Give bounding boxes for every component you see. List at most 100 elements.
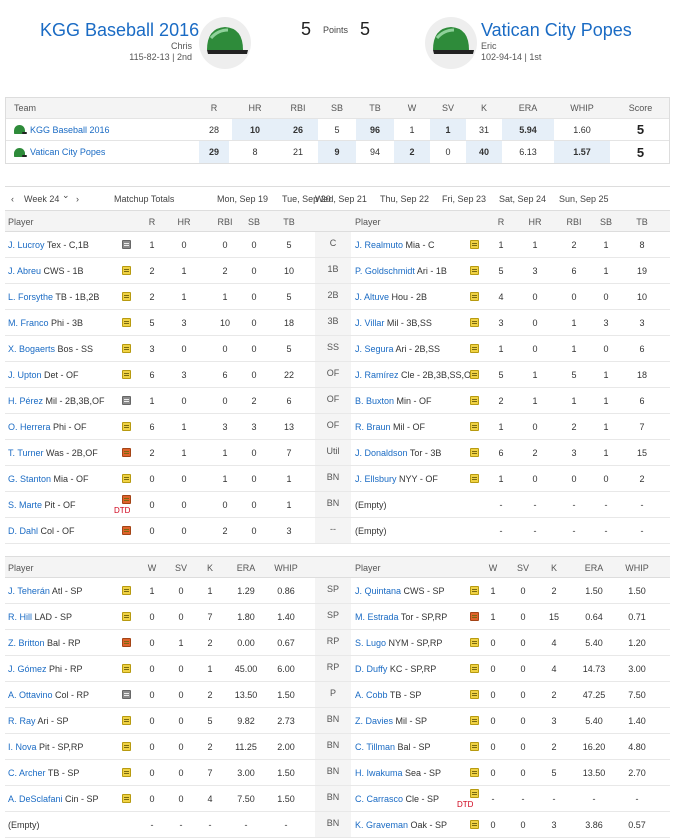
tab-day-fri[interactable]: Fri, Sep 23 [442, 194, 487, 204]
player-name[interactable]: C. Carrasco [355, 794, 404, 804]
tab-day-tue[interactable]: Tue, Sep 20 [282, 194, 331, 204]
player-name[interactable]: X. Bogaerts [8, 344, 56, 354]
player-note-icon[interactable] [122, 768, 131, 777]
player-note-icon[interactable] [122, 344, 131, 353]
player-name[interactable]: M. Estrada [355, 612, 399, 622]
player-name[interactable]: J. Upton [8, 370, 42, 380]
player-note-icon[interactable] [470, 586, 479, 595]
player-name[interactable]: S. Lugo [355, 638, 387, 648]
player-note-icon[interactable] [122, 742, 131, 751]
player-name[interactable]: I. Nova [8, 742, 37, 752]
player-name[interactable]: J. Teherán [8, 586, 50, 596]
player-note-icon[interactable] [470, 370, 479, 379]
player-note-icon[interactable] [470, 448, 479, 457]
player-note-icon[interactable] [122, 612, 131, 621]
tab-day-mon[interactable]: Mon, Sep 19 [217, 194, 269, 204]
player-name[interactable]: H. Pérez [8, 396, 44, 406]
player-note-icon[interactable] [122, 422, 131, 431]
player-note-icon[interactable] [470, 266, 479, 275]
player-note-icon[interactable] [122, 370, 131, 379]
player-name[interactable]: J. Altuve [355, 292, 390, 302]
player-note-icon[interactable] [470, 690, 479, 699]
week-selector[interactable]: Week 24 [24, 194, 60, 204]
tab-day-sat[interactable]: Sat, Sep 24 [499, 194, 547, 204]
player-note-icon[interactable] [470, 240, 479, 249]
tab-matchup-totals[interactable]: Matchup Totals [114, 194, 175, 204]
player-name[interactable]: R. Braun [355, 422, 391, 432]
player-name[interactable]: C. Archer [8, 768, 46, 778]
player-name[interactable]: D. Dahl [8, 526, 39, 536]
tab-day-sun[interactable]: Sun, Sep 25 [559, 194, 609, 204]
player-note-icon[interactable] [122, 240, 131, 249]
summary-team-cell[interactable]: Vatican City Popes [6, 141, 199, 163]
player-note-icon[interactable] [122, 794, 131, 803]
player-note-icon[interactable] [470, 789, 479, 798]
player-name[interactable]: J. Gómez [8, 664, 47, 674]
player-note-icon[interactable] [470, 344, 479, 353]
player-note-icon[interactable] [470, 742, 479, 751]
player-note-icon[interactable] [122, 292, 131, 301]
player-name[interactable]: J. Lucroy [8, 240, 45, 250]
away-team-name[interactable]: Vatican City Popes [481, 20, 632, 40]
player-name[interactable]: Z. Davies [355, 716, 394, 726]
player-name[interactable]: D. Duffy [355, 664, 388, 674]
player-note-icon[interactable] [122, 526, 131, 535]
player-name[interactable]: J. Donaldson [355, 448, 408, 458]
player-name[interactable]: J. Quintana [355, 586, 402, 596]
player-name[interactable]: O. Herrera [8, 422, 51, 432]
player-name[interactable]: A. Ottavino [8, 690, 53, 700]
player-note-icon[interactable] [122, 318, 131, 327]
player-note-icon[interactable] [470, 396, 479, 405]
player-name[interactable]: P. Goldschmidt [355, 266, 415, 276]
player-name[interactable]: T. Turner [8, 448, 44, 458]
player-name[interactable]: M. Franco [8, 318, 49, 328]
player-note-icon[interactable] [470, 292, 479, 301]
player-name[interactable]: Z. Britton [8, 638, 45, 648]
prev-week-icon[interactable]: ‹ [11, 194, 14, 204]
player-name[interactable]: J. Ellsbury [355, 474, 397, 484]
tab-day-wed[interactable]: Wed, Sep 21 [315, 194, 367, 204]
home-team-name[interactable]: KGG Baseball 2016 [40, 20, 200, 40]
player-note-icon[interactable] [122, 638, 131, 647]
player-note-icon[interactable] [122, 586, 131, 595]
player-note-icon[interactable] [470, 422, 479, 431]
player-name[interactable]: C. Tillman [355, 742, 396, 752]
player-name[interactable]: K. Graveman [355, 820, 409, 830]
tab-day-thu[interactable]: Thu, Sep 22 [380, 194, 430, 204]
player-name[interactable]: S. Marte [8, 500, 43, 510]
player-note-icon[interactable] [470, 716, 479, 725]
summary-team-cell[interactable]: KGG Baseball 2016 [6, 119, 199, 140]
player-note-icon[interactable] [470, 768, 479, 777]
player-name[interactable]: B. Buxton [355, 396, 395, 406]
player-name[interactable]: R. Ray [8, 716, 36, 726]
summary-team-name[interactable]: Vatican City Popes [30, 147, 106, 157]
next-week-icon[interactable]: › [76, 194, 79, 204]
player-name[interactable]: J. Abreu [8, 266, 42, 276]
player-note-icon[interactable] [122, 664, 131, 673]
player-name[interactable]: J. Ramírez [355, 370, 399, 380]
player-note-icon[interactable] [470, 820, 479, 829]
player-note-icon[interactable] [122, 716, 131, 725]
player-name[interactable]: H. Iwakuma [355, 768, 403, 778]
player-note-icon[interactable] [470, 474, 479, 483]
player-name[interactable]: J. Segura [355, 344, 394, 354]
player-note-icon[interactable] [470, 612, 479, 621]
player-note-icon[interactable] [122, 448, 131, 457]
player-note-icon[interactable] [122, 396, 131, 405]
player-name[interactable]: G. Stanton [8, 474, 52, 484]
player-name[interactable]: A. DeSclafani [8, 794, 63, 804]
player-note-icon[interactable] [122, 690, 131, 699]
player-note-icon[interactable] [122, 474, 131, 483]
player-name[interactable]: A. Cobb [355, 690, 388, 700]
player-note-icon[interactable] [470, 664, 479, 673]
summary-team-name[interactable]: KGG Baseball 2016 [30, 124, 110, 135]
player-name[interactable]: R. Hill [8, 612, 32, 622]
player-name[interactable]: L. Forsythe [8, 292, 54, 302]
player-note-icon[interactable] [122, 495, 131, 504]
player-name[interactable]: J. Realmuto [355, 240, 404, 250]
player-note-icon[interactable] [470, 318, 479, 327]
player-note-icon[interactable] [122, 266, 131, 275]
chevron-down-icon[interactable]: ⌄ [62, 190, 70, 200]
player-name[interactable]: J. Villar [355, 318, 385, 328]
player-note-icon[interactable] [470, 638, 479, 647]
